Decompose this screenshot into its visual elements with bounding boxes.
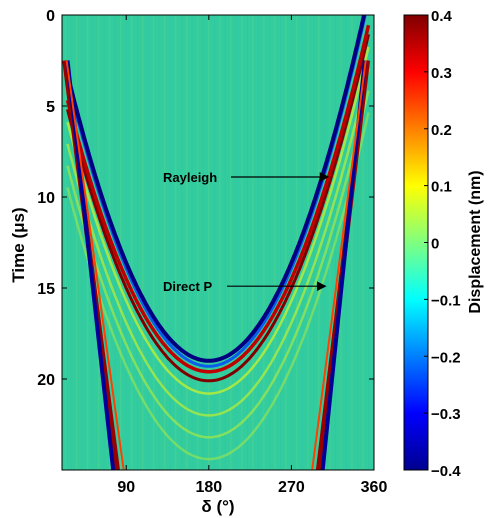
right-orange-band [311, 60, 367, 470]
coda-band [66, 46, 370, 395]
y-tick-label: 15 [37, 281, 55, 298]
coda-band [66, 112, 370, 461]
y-tick-label: 10 [37, 190, 55, 207]
y-tick-label: 20 [37, 372, 55, 389]
x-axis-label: δ (°) [201, 497, 234, 516]
colorbar-tick-label: −0.2 [431, 349, 461, 366]
y-axis: 0 5 10 15 20 [37, 8, 374, 389]
colorbar-tick-label: −0.1 [431, 292, 461, 309]
x-tick-label: 270 [278, 479, 305, 496]
coda-band [66, 90, 370, 439]
annotation-label: Rayleigh [163, 170, 217, 185]
colorbar-tick-label: −0.3 [431, 406, 461, 423]
annotations: Rayleigh Direct P [163, 170, 330, 294]
x-axis: 90 180 270 360 [117, 15, 387, 496]
arrival-curves [62, 15, 371, 470]
coda-band [66, 68, 370, 417]
colorbar-tick-label: 0.3 [431, 65, 452, 82]
colorbar-label: Displacement (nm) [467, 170, 484, 313]
y-axis-label: Time (μs) [9, 207, 28, 282]
colorbar-tick-label: 0 [431, 236, 439, 253]
rayleigh-trailing-band [66, 33, 370, 383]
colorbar-tick-label: 0.1 [431, 179, 452, 196]
direct-p-arrival-curve [65, 15, 367, 363]
right-blue-band [320, 60, 367, 470]
colorbar-tick-label: −0.4 [431, 463, 461, 480]
y-tick-label: 5 [46, 99, 55, 116]
colorbar-tick-label: 0.2 [431, 122, 452, 139]
plot-frame [61, 14, 375, 471]
colorbar-tick-label: 0.4 [431, 8, 453, 25]
left-orange-band [65, 60, 125, 470]
plot-area [62, 15, 374, 470]
rayleigh-arrival-curve [65, 24, 371, 374]
y-tick-label: 0 [46, 8, 55, 25]
x-tick-label: 180 [195, 479, 222, 496]
x-tick-label: 360 [361, 479, 388, 496]
colorbar-ticks: −0.4 −0.3 −0.2 −0.1 0 0.1 0.2 0.3 0.4 [424, 8, 461, 480]
annotation-label: Direct P [163, 279, 212, 294]
left-blue-band [65, 60, 116, 470]
x-tick-label: 90 [117, 479, 135, 496]
